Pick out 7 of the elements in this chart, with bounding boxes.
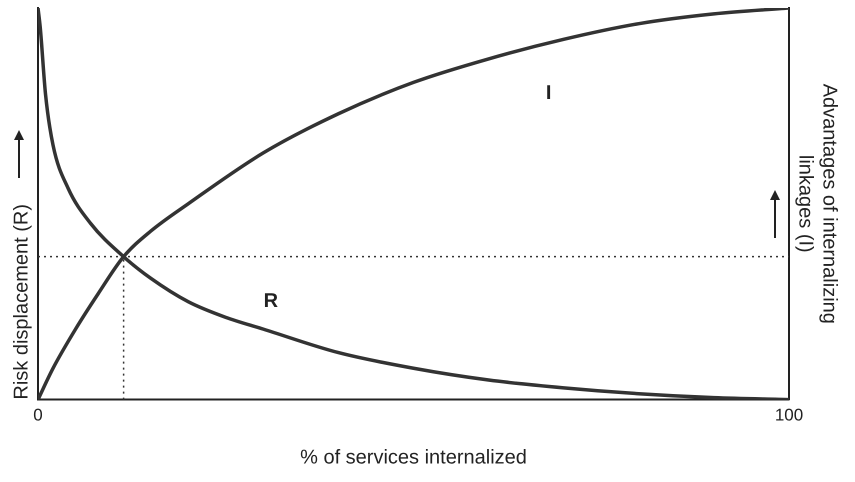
y-axis-title: Risk displacement (R) xyxy=(10,204,33,400)
x-tick-label: 0 xyxy=(33,405,43,424)
x-tick-label: 100 xyxy=(774,405,804,424)
series-label: I xyxy=(546,82,552,104)
series-label: R xyxy=(264,290,279,312)
x-axis-title: % of services internalized xyxy=(300,446,527,469)
y2-axis-title: Advantages of internalizing linkages (I) xyxy=(794,84,840,324)
